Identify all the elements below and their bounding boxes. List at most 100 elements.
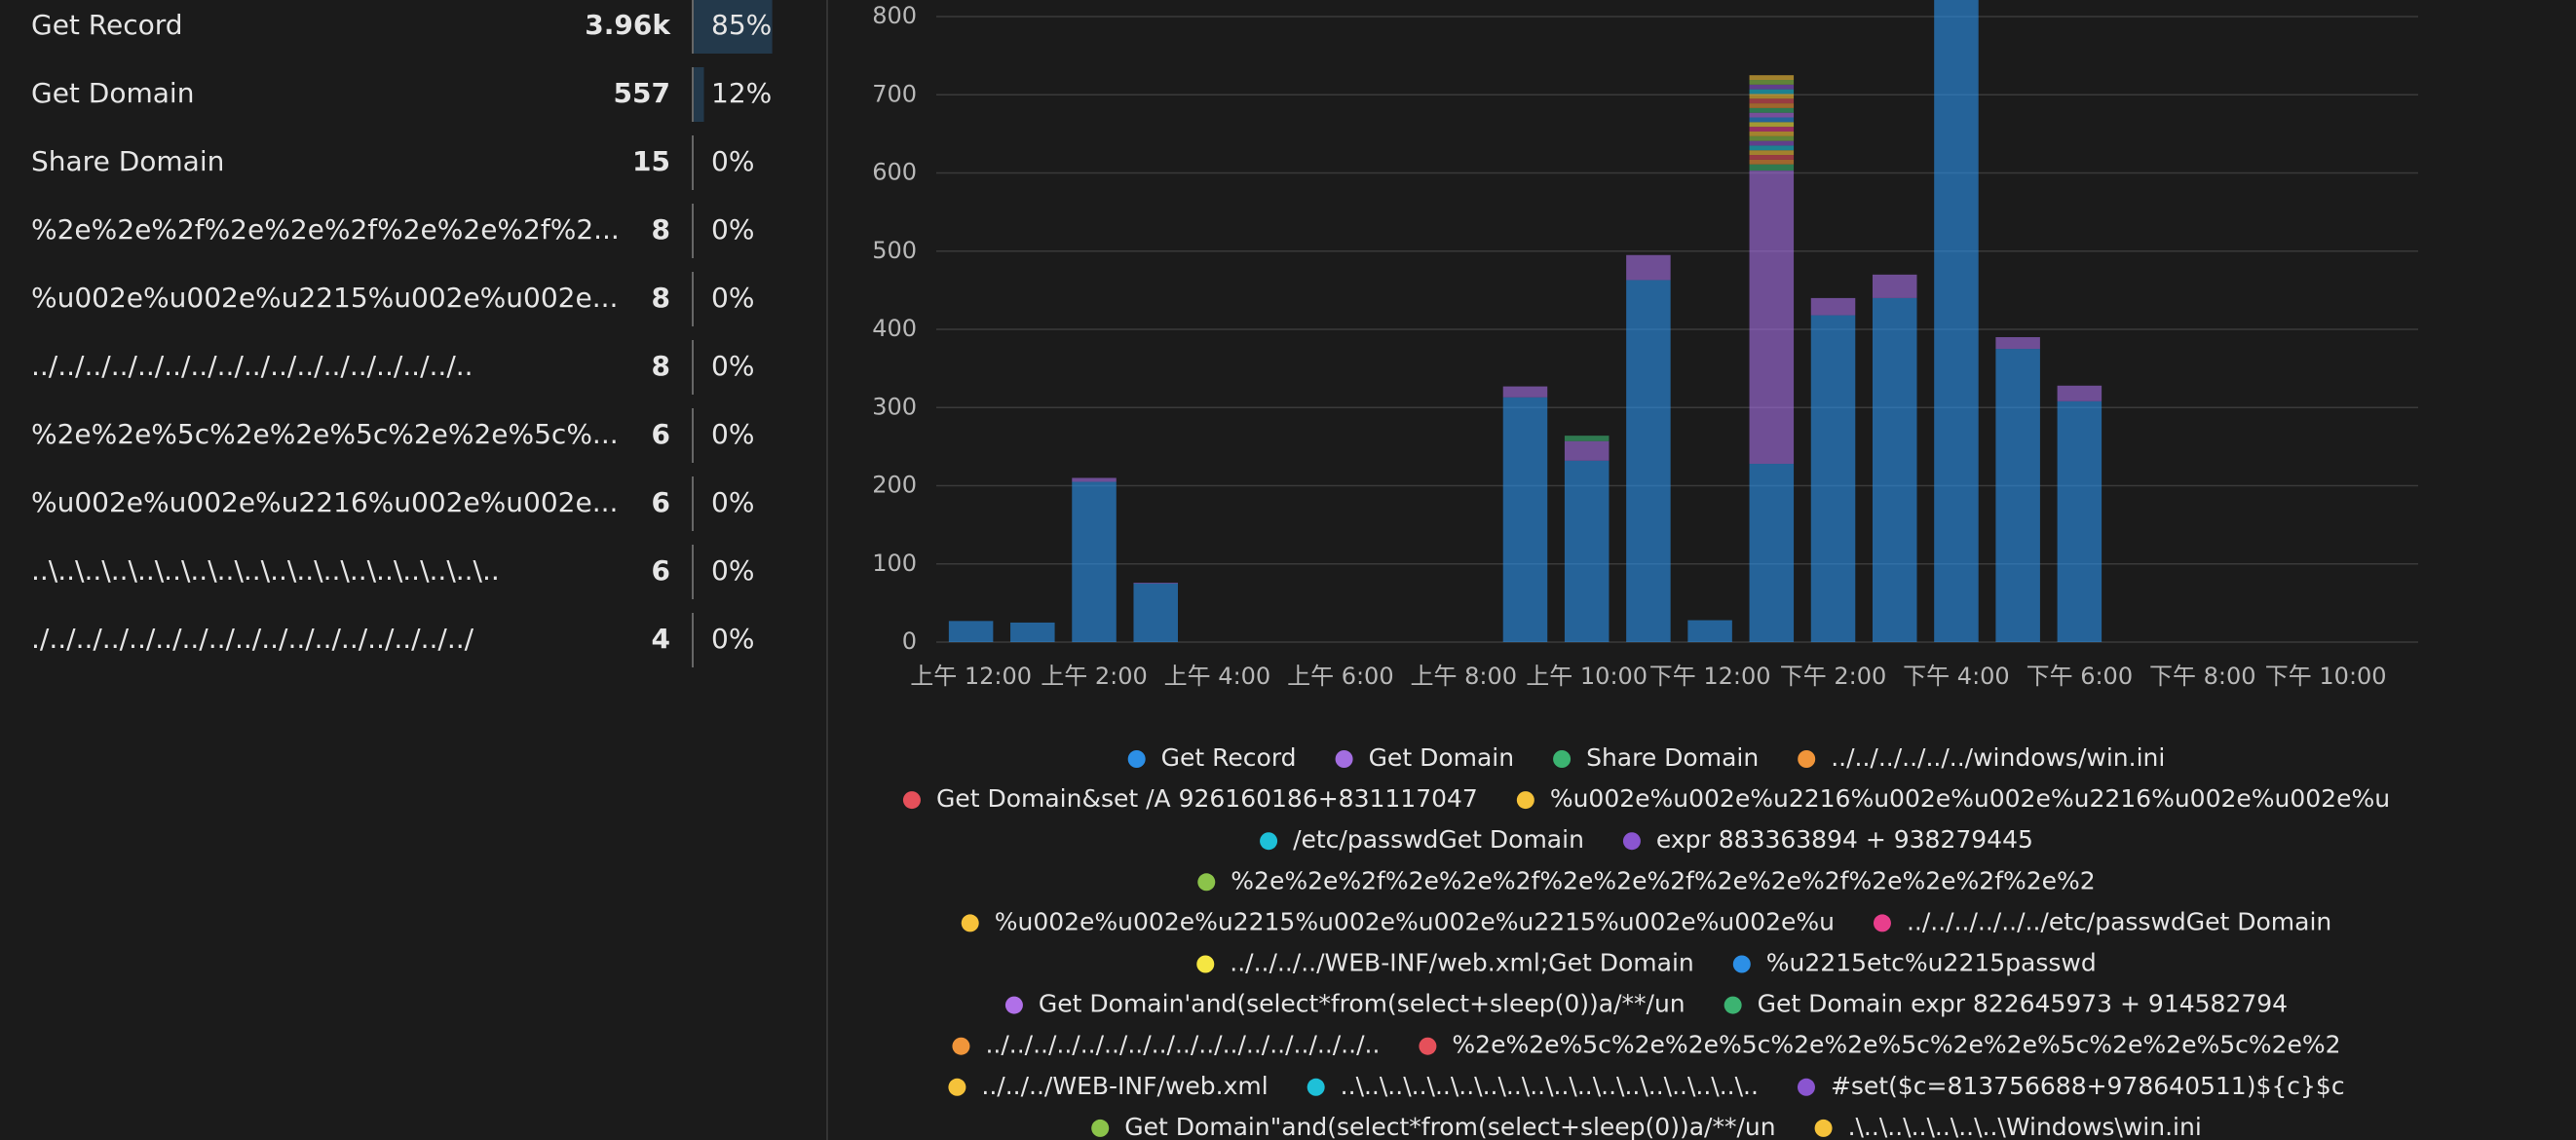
bar-segment xyxy=(1687,620,1732,642)
row-count: 3.96k xyxy=(585,9,671,41)
bar-segment xyxy=(1749,84,1795,90)
legend-label: %2e%2e%2f%2e%2e%2f%2e%2e%2f%2e%2e%2f%2e%… xyxy=(1231,866,2095,894)
x-tick-label: 下午 12:00 xyxy=(1649,663,1771,690)
bar-segment xyxy=(1072,477,1117,482)
legend-dot xyxy=(1516,791,1534,810)
bar-segment xyxy=(1810,297,1856,316)
legend-dot xyxy=(1196,955,1215,973)
legend-label: %2e%2e%5c%2e%2e%5c%2e%2e%5c%2e%2e%5c%2e%… xyxy=(1452,1031,2340,1059)
x-tick-label: 下午 10:00 xyxy=(2265,663,2387,690)
bar-segment xyxy=(1010,622,1055,642)
bar-segment xyxy=(1564,460,1610,642)
bar-segment xyxy=(1749,112,1795,118)
bar-segment xyxy=(1133,583,1178,584)
legend-label: expr 883363894 + 938279445 xyxy=(1656,825,2033,854)
legend-dot xyxy=(961,914,979,932)
x-tick-label: 上午 12:00 xyxy=(910,663,1032,690)
legend-dot xyxy=(1091,1119,1110,1137)
legend-label: Get Record xyxy=(1161,743,1297,772)
x-tick-label: 上午 10:00 xyxy=(1526,663,1648,690)
y-tick-label: 500 xyxy=(872,237,917,264)
row-percent: 0% xyxy=(711,145,754,177)
percent-bar xyxy=(693,0,773,54)
bar-segment xyxy=(1502,386,1548,398)
legend-label: ../../../../../../etc/passwdGet Domain xyxy=(1907,907,2331,935)
bar-segment xyxy=(1502,397,1548,642)
y-tick-label: 200 xyxy=(872,472,917,499)
row-count: 15 xyxy=(632,145,670,177)
row-count: 8 xyxy=(652,213,670,246)
y-tick-label: 100 xyxy=(872,550,917,577)
y-tick-label: 400 xyxy=(872,315,917,342)
row-count: 6 xyxy=(652,486,670,518)
x-tick-label: 上午 8:00 xyxy=(1411,663,1518,690)
y-tick-label: 600 xyxy=(872,159,917,186)
bar-segment xyxy=(1749,464,1795,642)
row-count: 8 xyxy=(652,282,670,314)
legend-dot xyxy=(1798,750,1816,768)
bar-segment xyxy=(1749,98,1795,104)
row-percent: 85% xyxy=(711,9,772,41)
row-percent: 0% xyxy=(711,623,754,655)
bar-segment xyxy=(1749,155,1795,160)
legend-dot xyxy=(1553,750,1572,768)
legend-dot xyxy=(1814,1119,1833,1137)
x-tick-label: 下午 6:00 xyxy=(2027,663,2134,690)
bar-segment xyxy=(1749,80,1795,85)
row-percent: 0% xyxy=(711,486,754,518)
legend-dot xyxy=(1873,914,1891,932)
row-name: Get Record xyxy=(31,9,183,41)
x-tick-label: 下午 2:00 xyxy=(1780,663,1887,690)
bar-segment xyxy=(948,621,994,642)
bar-segment xyxy=(1995,349,2040,642)
x-tick-label: 上午 6:00 xyxy=(1287,663,1394,690)
y-tick-label: 800 xyxy=(872,2,917,29)
row-name: %2e%2e%2f%2e%2e%2f%2e%2e%2f%2... xyxy=(31,213,620,246)
bar-segment xyxy=(1749,159,1795,165)
bar-segment xyxy=(1626,280,1671,642)
legend-label: %u2215etc%u2215passwd xyxy=(1766,949,2097,977)
legend-dot xyxy=(1622,832,1641,851)
legend-dot xyxy=(1419,1037,1437,1055)
row-count: 557 xyxy=(614,77,670,109)
legend-label: ..\..\..\..\..\..\..\..\..\..\..\..\..\.… xyxy=(1341,1072,1759,1100)
legend-label: .\..\..\..\..\..\..\Windows\win.ini xyxy=(1848,1113,2202,1140)
bar-segment xyxy=(1749,103,1795,108)
bar-segment xyxy=(1749,127,1795,132)
bar-segment xyxy=(1626,254,1671,281)
legend-label: %u002e%u002e%u2215%u002e%u002e%u2215%u00… xyxy=(995,907,1835,935)
legend-dot xyxy=(952,1037,970,1055)
bar-segment xyxy=(1995,337,2040,350)
bar-segment xyxy=(1749,150,1795,156)
row-name: ../../../../../../../../../../../../../.… xyxy=(31,350,474,382)
legend-label: ../../../../WEB-INF/web.xml;Get Domain xyxy=(1230,949,1694,977)
legend-label: ../../../../../../windows/win.ini xyxy=(1831,743,2165,772)
row-name: %u002e%u002e%u2215%u002e%u002e... xyxy=(31,282,618,314)
row-name: ./../../../../../../../../../../../../..… xyxy=(31,623,474,655)
row-percent: 0% xyxy=(711,282,754,314)
bar-segment xyxy=(1749,171,1795,465)
bar-segment xyxy=(2057,385,2102,401)
bar-segment xyxy=(2057,400,2102,642)
bar-segment xyxy=(1749,89,1795,95)
bar-segment xyxy=(1749,75,1795,81)
legend-label: ../../../WEB-INF/web.xml xyxy=(981,1072,1268,1100)
x-tick-label: 下午 4:00 xyxy=(1903,663,2010,690)
x-tick-label: 下午 8:00 xyxy=(2149,663,2256,690)
legend-label: Get Domain expr 822645973 + 914582794 xyxy=(1758,990,2288,1018)
bar-segment xyxy=(1749,131,1795,136)
bar-segment xyxy=(1749,140,1795,146)
bar-segment xyxy=(1810,315,1856,642)
legend-label: Get Domain xyxy=(1369,743,1515,772)
bar-segment xyxy=(1749,94,1795,99)
row-percent: 12% xyxy=(711,77,772,109)
legend-dot xyxy=(948,1078,966,1096)
legend-dot xyxy=(1724,996,1742,1014)
legend-label: #set($c=813756688+978640511)${c}$c xyxy=(1831,1072,2345,1100)
y-tick-label: 0 xyxy=(902,627,917,655)
legend-label: ../../../../../../../../../../../../../.… xyxy=(985,1031,1380,1059)
legend-label: %u002e%u002e%u2216%u002e%u002e%u2216%u00… xyxy=(1550,784,2390,813)
row-name: Share Domain xyxy=(31,145,224,177)
